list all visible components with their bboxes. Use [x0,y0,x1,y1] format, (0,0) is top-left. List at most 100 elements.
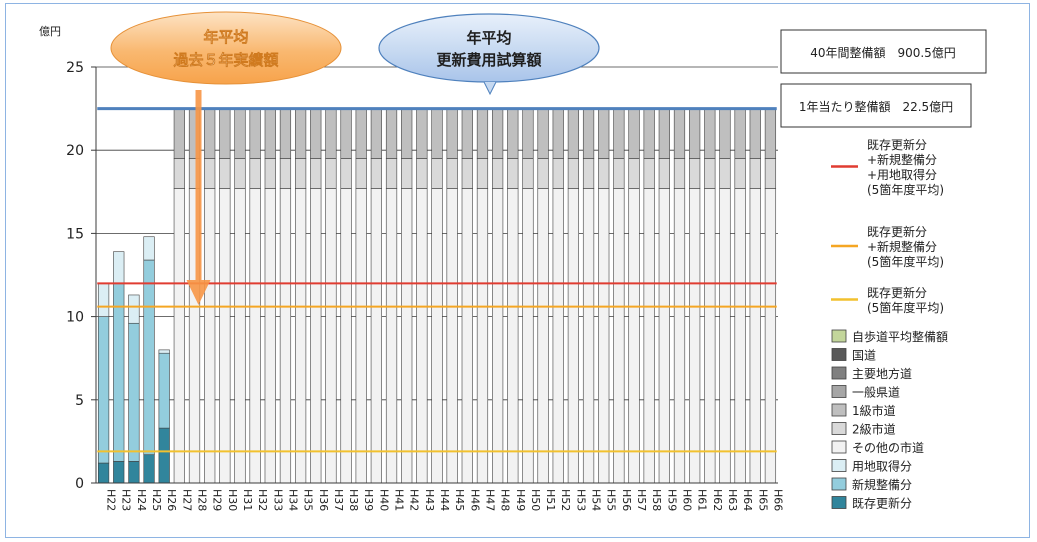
bar-segment [461,188,473,484]
bar-segment [719,188,731,484]
bar-segment [689,108,701,159]
x-tick-label: H53 [574,489,587,511]
bar-segment [567,108,580,159]
y-tick-label: 0 [75,476,84,492]
bar-segment [113,461,125,484]
legend-swatch [831,385,847,398]
legend-label: 国道 [852,349,876,363]
total-cost-box [780,29,987,74]
bar-segment [340,108,352,159]
bar-segment [507,188,519,484]
legend-line-label: (5箇年度平均) [867,254,944,269]
bar-segment [249,188,261,484]
legend-label: 新規整備分 [852,477,912,492]
legend-swatch [831,348,847,361]
bar-segment [446,188,458,484]
past-average-bubble [110,11,342,85]
bar-segment [234,188,246,484]
bar-segment [113,283,125,462]
x-tick-label: H58 [650,489,663,511]
legend-label: 主要地方道 [852,366,912,381]
bar-segment [673,158,686,189]
bar-segment [370,188,382,484]
bar-segment [673,188,686,484]
legend-label: 既存更新分 [852,496,912,511]
future-average-bubble [378,13,600,83]
x-tick-label: H30 [226,489,239,511]
bar-segment [704,188,716,484]
bar-segment [613,188,625,484]
bar-segment [567,158,580,189]
bar-segment [325,108,337,159]
bar-segment [158,352,170,429]
legend-line-label: (5箇年度平均) [867,182,944,197]
past-bubble-line1: 年平均 [203,28,248,46]
legend-label: 用地取得分 [852,459,912,474]
bar-segment [416,108,428,159]
bar-segment [567,188,580,484]
legend-swatch [831,403,847,417]
bar-segment [128,322,140,462]
x-tick-label: H62 [711,489,724,511]
bar-segment [401,188,413,484]
bar-segment [249,108,261,159]
y-tick-label: 25 [66,60,84,76]
bar-segment [492,188,504,484]
legend-swatch [831,496,847,509]
y-tick-label: 10 [66,310,84,326]
legend-line-label: (5箇年度平均) [867,300,944,315]
legend-swatch [831,459,847,472]
x-tick-label: H39 [362,489,375,511]
bar-segment [204,188,216,484]
bar-segment [719,108,731,159]
bar-segment [431,158,443,189]
x-tick-label: H64 [741,489,754,511]
bar-segment [385,108,398,159]
bar-segment [628,108,640,159]
bar-segment [719,158,731,189]
bar-segment [507,158,519,189]
legend-swatch [831,366,847,380]
bar-segment [355,188,367,484]
bar-segment [764,108,777,159]
bar-segment [552,108,564,159]
bar-segment [582,188,595,484]
bar-segment [310,158,322,189]
bar-segment [355,108,367,159]
bar-segment [173,188,185,484]
bar-segment [370,108,382,159]
bar-segment [537,158,549,189]
legend-label: 自歩道平均整備額 [852,329,948,344]
bar-segment [325,158,337,189]
legend-swatch [831,422,847,435]
legend-line-label: 既存更新分 [867,224,927,239]
bar-segment [340,158,352,189]
future-bubble-line1: 年平均 [466,29,511,47]
chart-frame: 0 5 10 15 20 25 億円 H22 H23 H24 H25 H26 H27 H28 H29 H30 H… [5,3,1030,538]
bar-segment [294,188,307,484]
bar-segment [279,158,292,189]
bar-segment [97,462,110,484]
x-tick-label: H25 [150,489,163,511]
bar-segment [310,108,322,159]
yearly-cost-box [780,83,972,128]
x-tick-label: H29 [211,489,224,511]
bar-segment [355,158,367,189]
bar-segment [522,158,534,189]
bar-segment [673,108,686,159]
x-tick-label: H42 [408,489,421,511]
y-tick-label: 5 [75,393,84,409]
y-tick-label: 20 [66,143,84,159]
bar-segment [598,158,610,189]
bar-segment [598,188,610,484]
bar-segment [613,158,625,189]
bar-segment [204,108,216,159]
x-tick-label: H26 [165,489,178,511]
bar-segment [598,108,610,159]
bar-segment [643,188,655,484]
bar-segment [370,158,382,189]
bar-segment [143,454,155,484]
bar-segment [734,188,746,484]
bar-segment [204,158,216,189]
bar-segment [264,188,276,484]
